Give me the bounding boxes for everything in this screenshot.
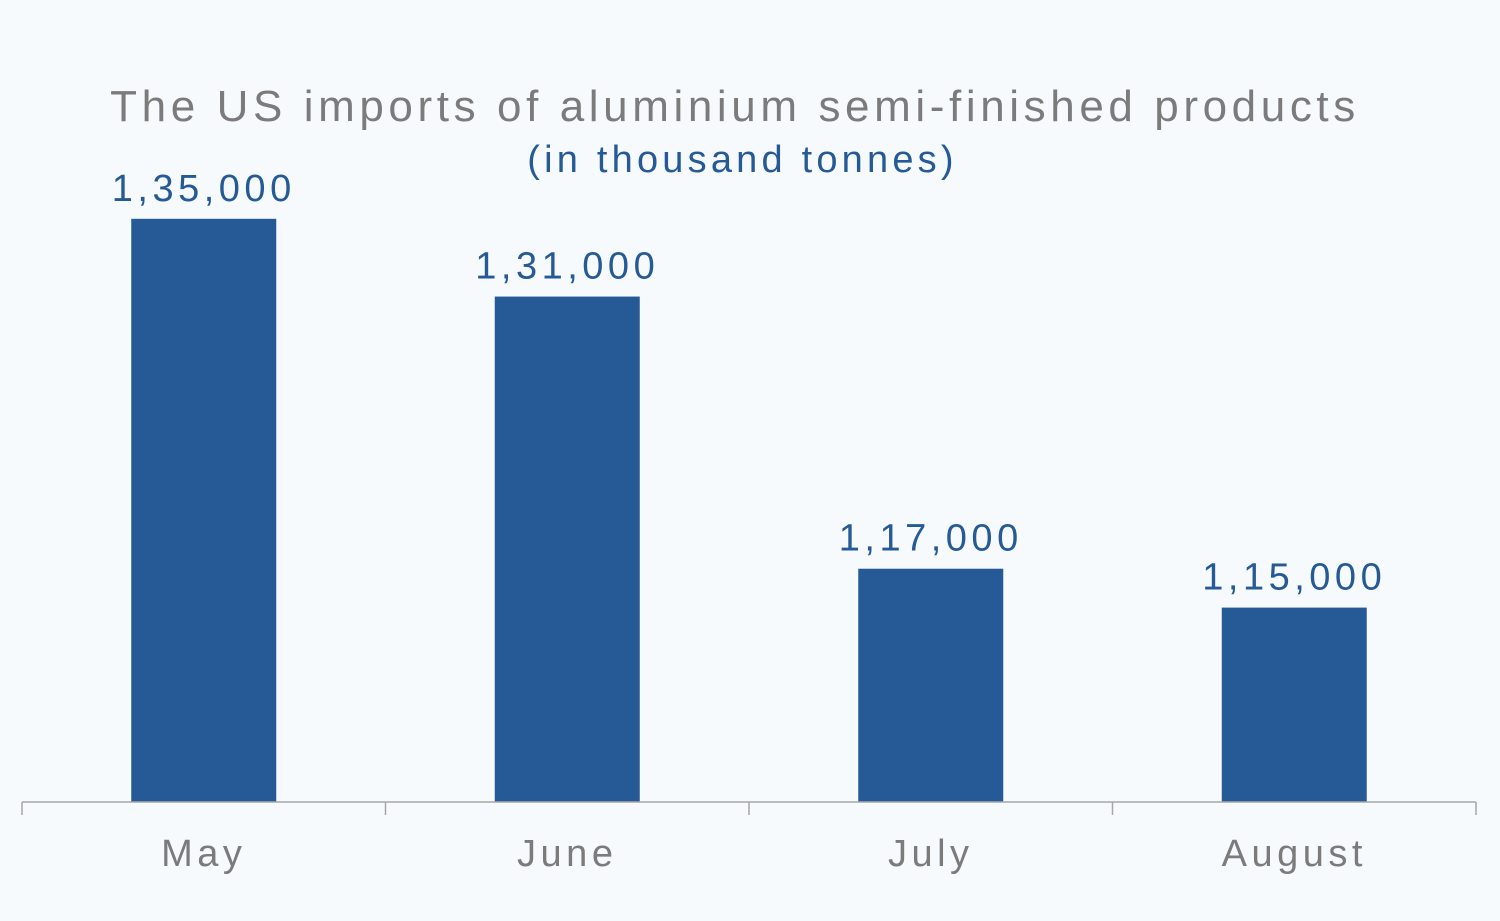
value-label-june: 1,31,000 xyxy=(475,246,659,288)
x-tick-label-august: August xyxy=(1222,833,1367,875)
bars-group xyxy=(131,218,1367,803)
x-tick-label-june: June xyxy=(517,833,617,875)
bar-august xyxy=(1221,607,1367,802)
x-tick-label-may: May xyxy=(161,833,246,875)
x-axis xyxy=(21,801,1477,815)
chart-subtitle: (in thousand tonnes) xyxy=(527,139,958,181)
labels-group: 1,35,000 May 1,31,000 June 1,17,000 July 1,15,… xyxy=(112,168,1386,875)
value-label-august: 1,15,000 xyxy=(1202,557,1386,599)
x-tick-label-july: July xyxy=(888,833,974,875)
chart-title: The US imports of aluminium semi-finishe… xyxy=(110,82,1360,131)
bar-may xyxy=(131,218,277,803)
value-label-may: 1,35,000 xyxy=(112,168,296,210)
bar-june xyxy=(494,296,640,802)
value-label-july: 1,17,000 xyxy=(839,518,1023,560)
bar-july xyxy=(858,568,1004,802)
